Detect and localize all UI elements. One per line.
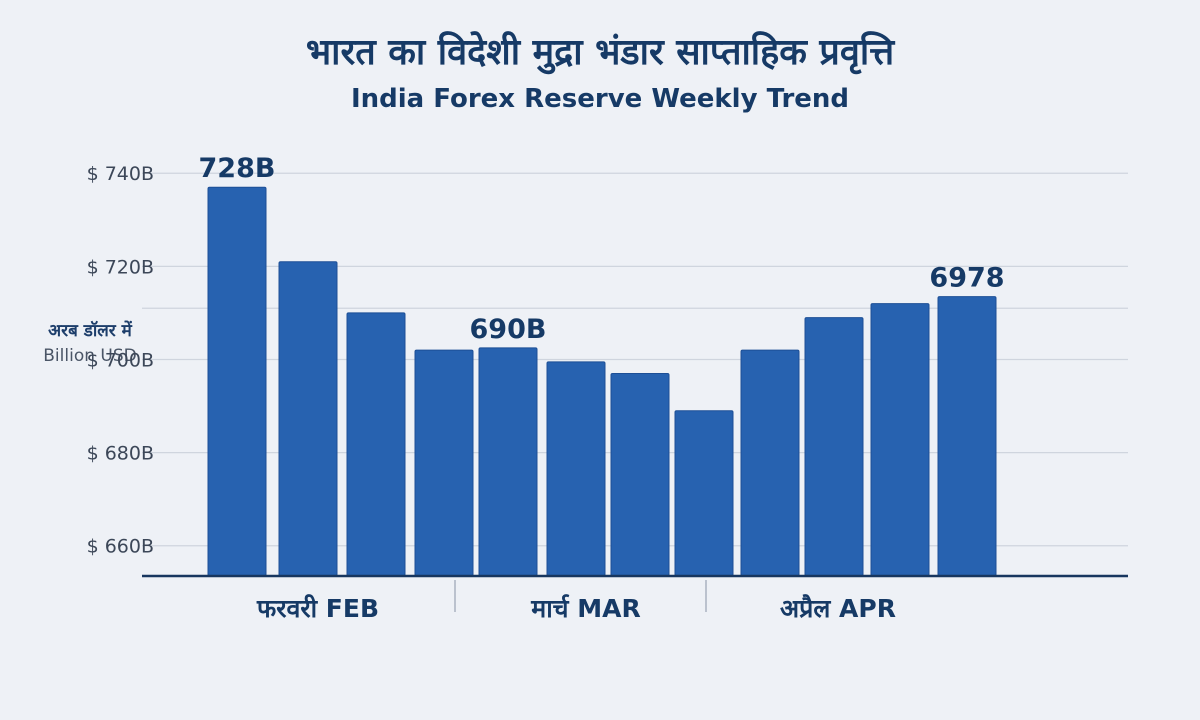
y-axis-label-english: Billion USD — [43, 346, 137, 366]
data-label: 690B — [470, 314, 547, 345]
y-tick-label: $ 740B — [87, 163, 154, 185]
y-axis-label-hindi: अरब डॉलर में — [48, 321, 132, 341]
bar — [478, 347, 538, 577]
bar — [414, 349, 474, 577]
chart-subtitle: India Forex Reserve Weekly Trend — [350, 84, 850, 114]
bar — [207, 186, 267, 577]
data-label: 728B — [199, 153, 276, 184]
y-tick-label: $ 700B — [87, 349, 154, 371]
bar — [740, 349, 800, 577]
x-month-label: फरवरी FEB — [256, 594, 379, 623]
bar — [346, 312, 406, 577]
bar — [937, 296, 997, 577]
bar — [674, 410, 734, 577]
bar — [546, 361, 606, 577]
y-tick-label: $ 680B — [87, 443, 154, 465]
bar — [870, 303, 930, 577]
y-tick-label: $ 660B — [87, 536, 154, 558]
bar — [804, 317, 864, 577]
chart-title: भारत का विदेशी मुद्रा भंडार साप्ताहिक प्… — [305, 32, 895, 73]
data-label: 6978 — [929, 263, 1004, 294]
y-tick-label: $ 720B — [87, 256, 154, 278]
bar — [278, 261, 338, 577]
bar — [610, 372, 670, 577]
x-month-label: मार्च MAR — [530, 594, 640, 623]
x-month-label: अप्रैल APR — [780, 594, 896, 623]
